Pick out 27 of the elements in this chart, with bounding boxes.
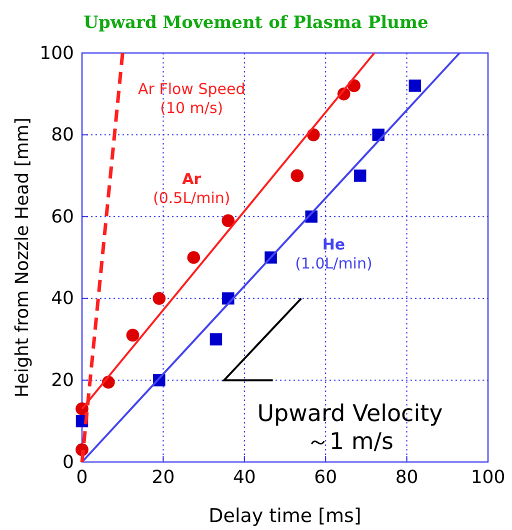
point xyxy=(152,292,166,305)
x-tick-label: 60 xyxy=(314,466,338,488)
y-tick-label: 20 xyxy=(51,370,74,391)
y-tick-label: 0 xyxy=(62,452,74,473)
point xyxy=(290,169,304,182)
y-axis-title: Height from Nozzle Head [mm] xyxy=(12,118,33,398)
x-tick-label: 0 xyxy=(76,466,88,488)
y-tick-label: 100 xyxy=(40,42,74,64)
chart-title: Upward Movement of Plasma Plume xyxy=(84,13,428,33)
x-tick-label: 80 xyxy=(395,466,418,488)
point xyxy=(408,80,422,92)
series-label: He (1.0L/min) xyxy=(295,235,372,272)
point xyxy=(187,251,200,264)
point xyxy=(354,170,366,182)
series-label: Ar Flow Speed (10 m/s) xyxy=(138,80,246,117)
y-tick-label: 60 xyxy=(51,206,74,228)
annotation: Upward Velocity ～1 m/s xyxy=(257,401,443,456)
x-axis-title: Delay time [ms] xyxy=(208,505,362,527)
point xyxy=(126,328,140,342)
x-tick-label: 40 xyxy=(232,466,256,488)
y-tick-label: 80 xyxy=(51,124,74,146)
x-tick-label: 100 xyxy=(470,466,506,488)
x-tick-label: 20 xyxy=(152,466,175,488)
series-label: Ar (0.5L/min) xyxy=(152,170,230,207)
point xyxy=(210,333,222,346)
y-tick-label: 40 xyxy=(51,288,74,310)
point xyxy=(222,214,235,228)
